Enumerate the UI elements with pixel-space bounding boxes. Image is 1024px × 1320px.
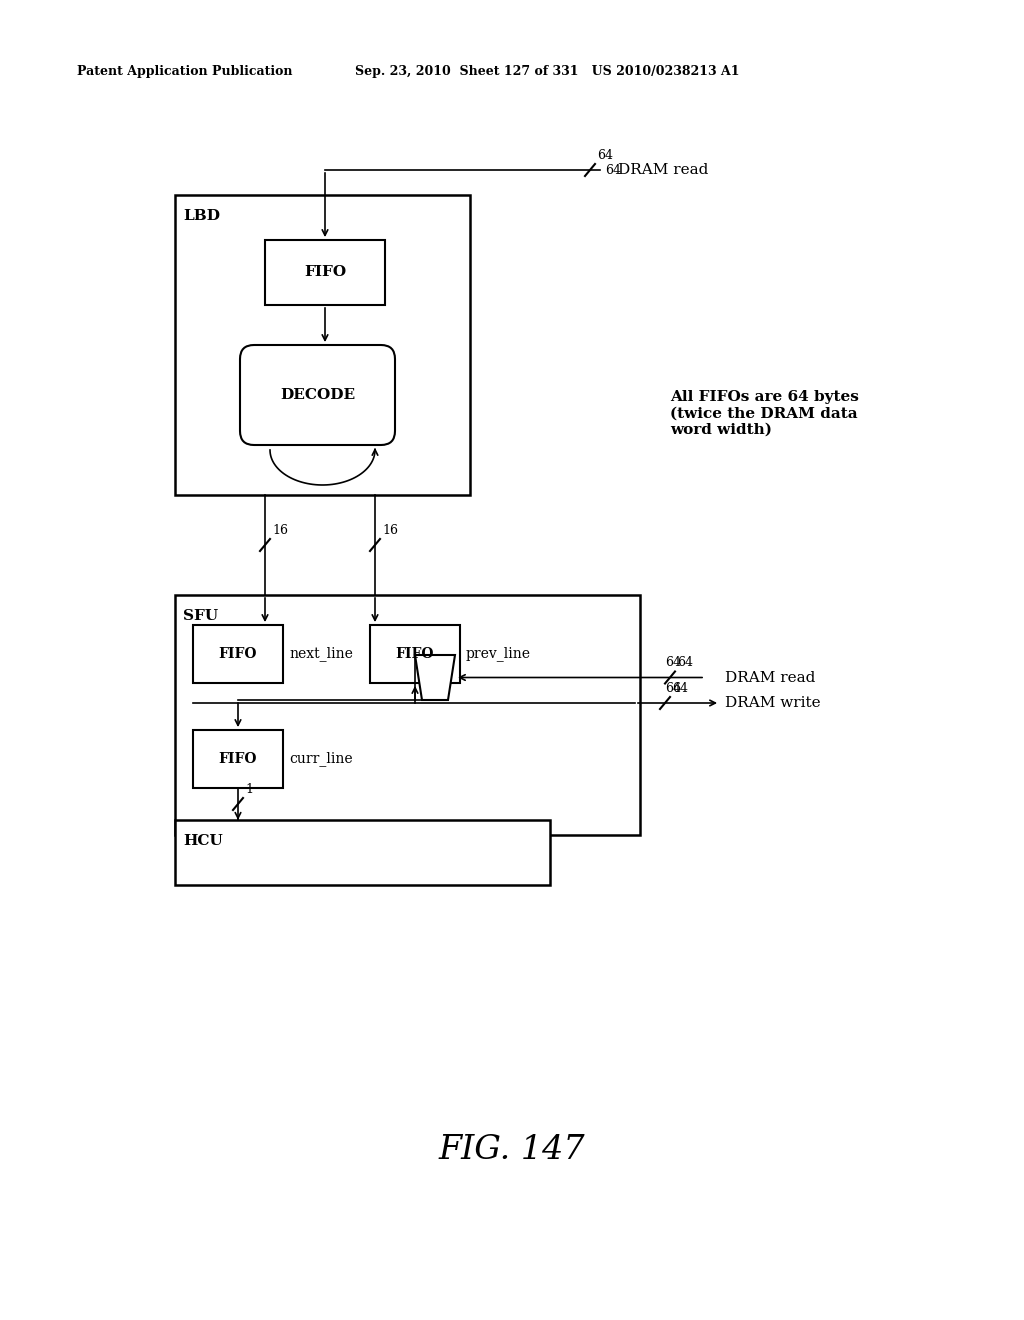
Bar	[370, 624, 460, 682]
Text: curr_line: curr_line	[289, 751, 352, 767]
Text: SFU: SFU	[183, 609, 218, 623]
Text: prev_line: prev_line	[466, 647, 531, 661]
Text: 64: 64	[597, 149, 613, 162]
Text: 16: 16	[272, 524, 288, 537]
Bar	[175, 195, 470, 495]
Text: FIFO: FIFO	[304, 265, 346, 280]
Text: 64: 64	[672, 682, 688, 696]
Text: FIFO: FIFO	[395, 647, 434, 661]
Bar	[193, 730, 283, 788]
Text: FIFO: FIFO	[219, 647, 257, 661]
Text: DRAM write: DRAM write	[725, 696, 820, 710]
Text: Sep. 23, 2010  Sheet 127 of 331   US 2010/0238213 A1: Sep. 23, 2010 Sheet 127 of 331 US 2010/0…	[355, 66, 739, 78]
Bar	[265, 240, 385, 305]
Text: next_line: next_line	[289, 647, 353, 661]
Bar	[193, 624, 283, 682]
Text: DRAM read: DRAM read	[618, 162, 709, 177]
Text: 16: 16	[382, 524, 398, 537]
Text: All FIFOs are 64 bytes
(twice the DRAM data
word width): All FIFOs are 64 bytes (twice the DRAM d…	[670, 389, 859, 437]
Text: 64: 64	[665, 682, 681, 696]
Text: 1: 1	[245, 783, 253, 796]
Text: FIG. 147: FIG. 147	[438, 1134, 586, 1166]
Text: 64: 64	[677, 656, 693, 669]
Text: LBD: LBD	[183, 209, 220, 223]
Text: HCU: HCU	[183, 834, 223, 847]
FancyBboxPatch shape	[240, 345, 395, 445]
Text: Patent Application Publication: Patent Application Publication	[77, 66, 293, 78]
Text: 64: 64	[605, 164, 621, 177]
Text: DECODE: DECODE	[280, 388, 355, 403]
Bar	[175, 595, 640, 836]
Text: DRAM read: DRAM read	[725, 671, 815, 685]
Bar	[175, 820, 550, 884]
Text: FIFO: FIFO	[219, 752, 257, 766]
Text: 64: 64	[665, 656, 681, 669]
Polygon shape	[415, 655, 455, 700]
